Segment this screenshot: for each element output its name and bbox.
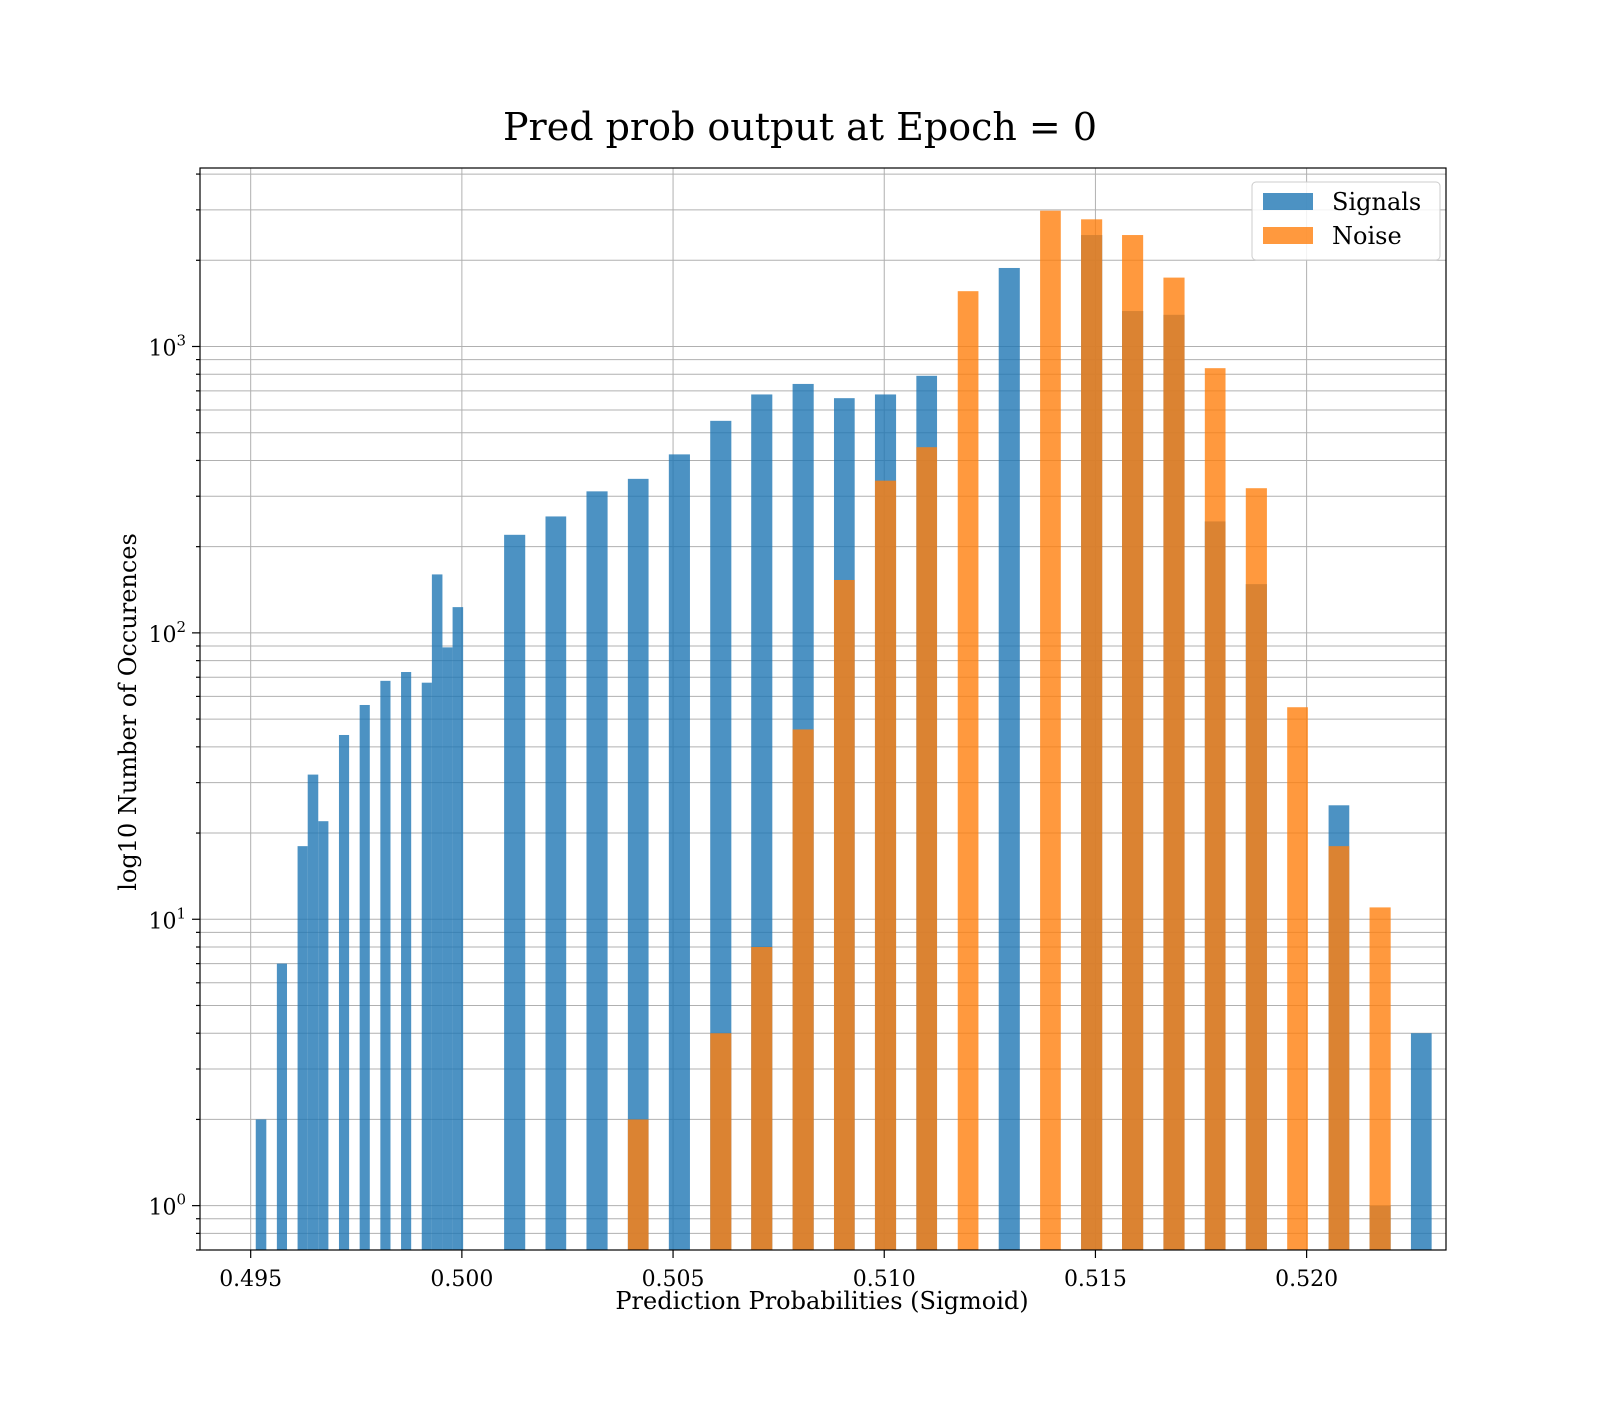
- chart-title: Pred prob output at Epoch = 0: [503, 105, 1097, 149]
- bar-noise: [710, 1033, 732, 1250]
- plot-frame: [199, 167, 1447, 1251]
- y-tick-label: 103: [148, 331, 186, 361]
- x-tick-label: 0.520: [1275, 1267, 1338, 1292]
- bar-noise: [1122, 235, 1144, 1251]
- bar-signals: [504, 534, 526, 1250]
- bar-signals: [586, 491, 608, 1251]
- series-noise: [627, 210, 1391, 1251]
- bar-noise: [1245, 488, 1267, 1250]
- legend-label-noise: Noise: [1332, 222, 1402, 250]
- bar-noise: [833, 579, 855, 1250]
- bar-noise: [916, 447, 938, 1251]
- x-tick-label: 0.500: [430, 1267, 493, 1292]
- bar-noise: [1040, 210, 1061, 1251]
- axis-ticks: 0.495 0.500 0.505 0.510 0.515 0.520 100 101 102 1…: [148, 173, 1338, 1292]
- bar-noise: [792, 729, 814, 1250]
- bar-noise: [1163, 277, 1185, 1250]
- bar-noise: [957, 291, 979, 1250]
- bar-signals: [380, 680, 391, 1250]
- legend-swatch-noise: [1263, 227, 1313, 244]
- y-tick-label: 102: [148, 618, 186, 648]
- bar-signals: [627, 478, 649, 1250]
- bar-signals: [431, 574, 443, 1250]
- bars-layer: [255, 210, 1432, 1251]
- bar-noise: [874, 480, 897, 1250]
- bar-noise: [1369, 907, 1391, 1250]
- bar-signals: [318, 821, 329, 1250]
- y-tick-label: 100: [148, 1191, 186, 1221]
- x-tick-label: 0.510: [853, 1267, 916, 1292]
- y-axis-label: log10 Number of Occurences: [114, 533, 142, 891]
- x-tick-label: 0.505: [642, 1267, 705, 1292]
- legend-swatch-signals: [1263, 193, 1313, 210]
- bar-noise: [627, 1119, 649, 1250]
- bar-signals: [998, 267, 1020, 1250]
- x-tick-label: 0.515: [1064, 1267, 1127, 1292]
- bar-signals: [452, 607, 464, 1250]
- bar-signals: [255, 1119, 267, 1250]
- legend-label-signals: Signals: [1332, 188, 1421, 216]
- bar-signals: [276, 963, 288, 1250]
- legend: Signals Noise: [1251, 181, 1441, 261]
- bar-signals: [359, 704, 370, 1250]
- bar-noise: [1081, 219, 1103, 1251]
- x-axis-label: Prediction Probabilities (Sigmoid): [615, 1287, 1028, 1315]
- bar-signals: [545, 516, 567, 1250]
- bar-noise: [1287, 707, 1308, 1250]
- x-tick-label: 0.495: [219, 1267, 282, 1292]
- bar-noise: [751, 947, 773, 1250]
- bar-signals: [668, 454, 690, 1251]
- bar-signals: [421, 682, 432, 1250]
- bar-signals: [1410, 1033, 1432, 1250]
- bar-signals: [338, 734, 350, 1250]
- y-tick-label: 101: [148, 904, 186, 934]
- bar-signals: [307, 774, 319, 1250]
- bar-noise: [1204, 368, 1226, 1250]
- bar-noise: [1328, 846, 1350, 1250]
- bar-signals: [297, 846, 308, 1250]
- bar-signals: [401, 672, 412, 1250]
- bar-signals: [442, 647, 453, 1250]
